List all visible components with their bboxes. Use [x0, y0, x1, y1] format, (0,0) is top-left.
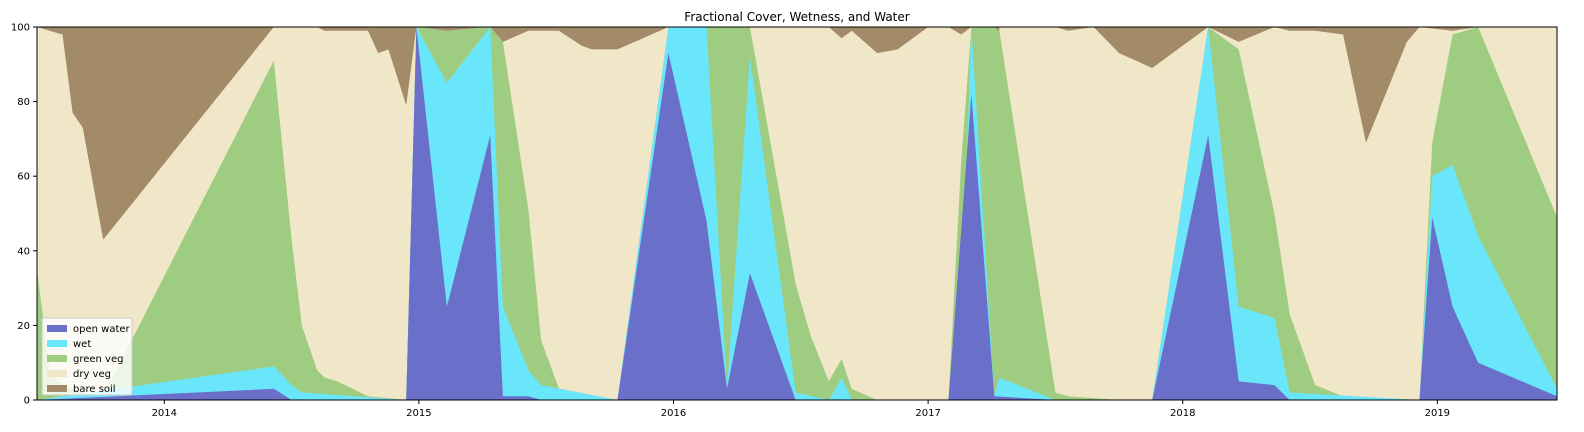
- y-tick-label: 100: [11, 23, 30, 34]
- legend-label: dry veg: [73, 369, 111, 380]
- y-tick-label: 20: [17, 321, 30, 332]
- legend-label: wet: [73, 339, 91, 350]
- legend-label: open water: [73, 324, 131, 335]
- x-tick-label: 2016: [661, 408, 686, 419]
- y-tick-label: 60: [17, 172, 30, 183]
- x-tick-label: 2019: [1425, 408, 1450, 419]
- y-tick-label: 80: [17, 97, 30, 108]
- y-tick-label: 0: [24, 396, 30, 407]
- legend-label: bare soil: [73, 384, 116, 395]
- x-tick-label: 2015: [406, 408, 431, 419]
- x-tick-label: 2014: [152, 408, 177, 419]
- plot-areas: [37, 27, 1557, 400]
- legend-swatch: [47, 370, 67, 377]
- axes: 0 20 40 60 80 100 2014 2015 2016 2017 2018 2019: [11, 23, 1558, 419]
- legend: open water wet green veg dry veg bare soil: [41, 317, 133, 396]
- x-tick-label: 2017: [915, 408, 940, 419]
- legend-label: green veg: [73, 354, 123, 365]
- legend-swatch: [47, 355, 67, 362]
- chart-title: Fractional Cover, Wetness, and Water: [684, 10, 909, 24]
- legend-swatch: [47, 385, 67, 392]
- legend-swatch: [47, 340, 67, 347]
- plot-frame: [36, 26, 1558, 401]
- x-tick-label: 2018: [1170, 408, 1195, 419]
- y-tick-label: 40: [17, 246, 30, 257]
- legend-swatch: [47, 325, 67, 332]
- area-open-water: [37, 27, 1557, 400]
